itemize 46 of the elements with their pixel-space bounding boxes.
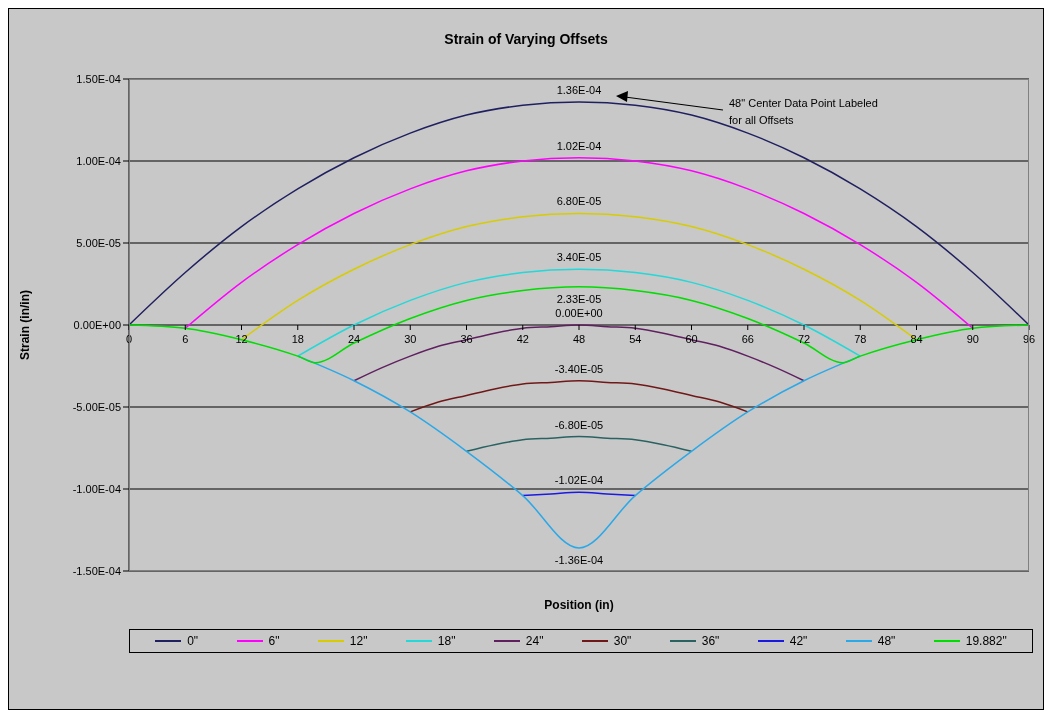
data-label: 3.40E-05 (556, 251, 602, 264)
x-axis-title: Position (in) (544, 598, 614, 612)
annotation: 48" Center Data Point Labeled for all Offsets (729, 96, 879, 128)
line-series (409, 380, 749, 413)
data-label: -3.40E-05 (554, 362, 604, 375)
legend-label: 19.882" (965, 634, 1007, 648)
x-tick-label: 6 (182, 333, 189, 345)
x-tick-label: 78 (854, 333, 867, 345)
x-tick-label: 96 (1022, 333, 1036, 345)
x-tick-label: 48 (572, 333, 586, 345)
data-label: -1.36E-04 (554, 554, 604, 567)
x-tick-label: 66 (741, 333, 754, 345)
data-label: 1.36E-04 (556, 83, 602, 96)
y-tick-label: -1.50E-04 (72, 564, 121, 577)
y-tick-label: 5.00E-05 (76, 236, 121, 249)
chart-title: Strain of Varying Offsets (443, 31, 609, 47)
legend-label: 18" (437, 634, 456, 648)
legend-label: 6" (268, 634, 280, 648)
x-tick-label: 24 (347, 333, 361, 345)
x-tick-label: 54 (629, 333, 642, 345)
legend-label: 48" (877, 634, 896, 648)
data-label: 6.80E-05 (556, 195, 602, 208)
data-label: 2.33E-05 (556, 292, 602, 305)
data-label: 0.00E+00 (555, 307, 603, 319)
x-tick-label: 30 (404, 333, 417, 345)
y-tick-label: -5.00E-05 (72, 400, 121, 413)
legend-label: 36" (701, 634, 720, 648)
legend-label: 0" (187, 634, 199, 648)
y-tick-label: 1.50E-04 (76, 72, 121, 85)
y-tick-label: -1.00E-04 (72, 482, 121, 495)
y-tick-label: 1.00E-04 (76, 154, 121, 167)
legend-label: 30" (613, 634, 632, 648)
x-tick-label: 18 (291, 333, 304, 345)
legend-label: 42" (789, 634, 808, 648)
x-tick-label: 72 (797, 333, 811, 345)
line-series (465, 435, 693, 453)
data-label: -6.80E-05 (554, 418, 604, 431)
legend-label: 12" (349, 634, 368, 648)
y-axis-title: Strain (in/in) (18, 290, 33, 360)
data-label: 1.02E-04 (556, 139, 602, 152)
y-tick-label: 0.00E+00 (73, 318, 121, 331)
data-label: -1.02E-04 (554, 474, 604, 487)
legend-label: 24" (525, 634, 544, 648)
x-tick-label: 42 (516, 333, 529, 345)
line-series (184, 156, 974, 330)
x-tick-label: 90 (966, 333, 979, 345)
